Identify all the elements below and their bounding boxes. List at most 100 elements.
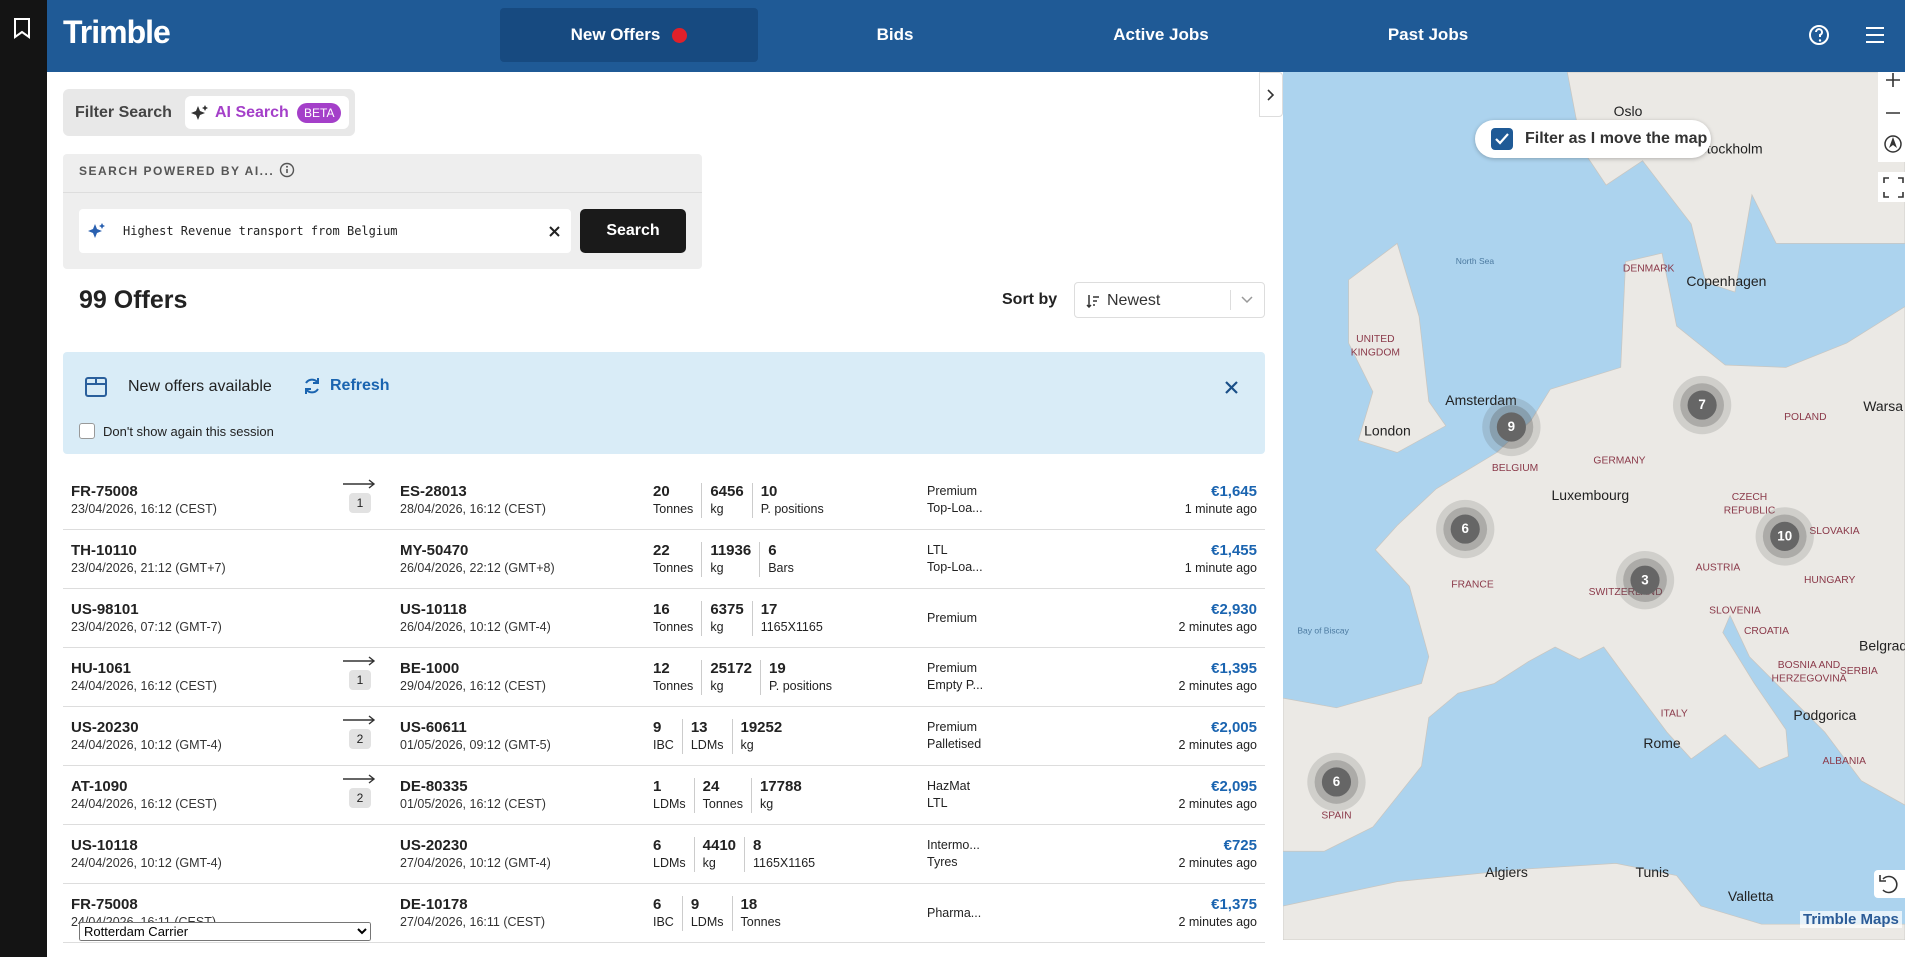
offer-row[interactable]: FR-75008 23/04/2026, 16:12 (CEST) 1 ES-2801… [63, 471, 1265, 530]
cluster [1496, 412, 1526, 442]
price: €1,645 [1211, 483, 1257, 500]
measure-value: 17 [760, 601, 778, 618]
posted-time: 2 minutes ago [1178, 797, 1257, 811]
map-label: Valletta [1728, 888, 1774, 904]
dest-date: 26/04/2026, 22:12 (GMT+8) [400, 561, 555, 575]
dest-date: 27/04/2026, 10:12 (GMT-4) [400, 856, 551, 870]
refresh-link[interactable]: Refresh [302, 376, 390, 396]
search-button[interactable]: Search [580, 209, 686, 253]
nav-tab[interactable]: Past Jobs [1387, 25, 1469, 44]
nav-label: New Offers [570, 25, 661, 44]
dest-date: 28/04/2026, 16:12 (CEST) [400, 502, 546, 516]
origin-id: TH-10110 [71, 542, 137, 559]
sort-dropdown[interactable]: Newest [1074, 282, 1265, 318]
cluster-count: 3 [1641, 572, 1648, 587]
measure-value: 13 [690, 719, 708, 736]
tab-label: AI Search [215, 104, 289, 121]
map-label: SWITZERLAND [1589, 587, 1663, 598]
offer-row[interactable]: TH-10110 23/04/2026, 21:12 (GMT+7) MY-5047… [63, 530, 1265, 589]
checkbox-checked [1491, 128, 1513, 150]
collapse-tab[interactable] [1259, 72, 1283, 117]
banner-text: New offers available [128, 378, 272, 395]
map-label: Belgrad [1859, 638, 1905, 654]
query-text: Highest Revenue transport from Belgium [123, 224, 398, 238]
measure-value: 9 [690, 896, 700, 913]
clear-icon[interactable] [549, 226, 560, 237]
beta-badge: BETA [297, 103, 342, 123]
map-label: Podgorica [1793, 707, 1856, 723]
price: €1,375 [1211, 896, 1257, 913]
stops: 2 [343, 715, 377, 755]
measure-value: 10 [760, 483, 778, 500]
sort-label: Sort by [1002, 291, 1058, 308]
tab[interactable]: Filter Search [75, 104, 172, 121]
measures: 1 LDMs 24 Tonnes 17788 kg [653, 778, 810, 813]
nav-tab[interactable]: Active Jobs [1113, 25, 1209, 44]
dest-id: US-20230 [400, 837, 468, 854]
measure-unit: IBC [653, 915, 674, 929]
measure-unit: IBC [653, 738, 674, 752]
origin-date: 23/04/2026, 07:12 (GMT-7) [71, 620, 222, 634]
bookmark-icon[interactable] [13, 17, 31, 39]
tag: Premium [927, 720, 978, 734]
help-icon[interactable] [1808, 24, 1830, 46]
measure: 13 LDMs [681, 719, 732, 754]
measure: 17 1165X1165 [751, 601, 831, 636]
map-label: Rome [1643, 735, 1680, 751]
map-label: GERMANY [1593, 456, 1645, 467]
origin-id: AT-1090 [71, 778, 128, 795]
posted-time: 2 minutes ago [1178, 679, 1257, 693]
measure-value: 6 [653, 896, 662, 913]
offer-row[interactable]: HU-1061 24/04/2026, 16:12 (CEST) 1 BE-1000 2… [63, 648, 1265, 707]
dest-id: DE-80335 [400, 778, 468, 795]
posted-time: 1 minute ago [1184, 561, 1257, 575]
measures: 9 IBC 13 LDMs 19252 kg [653, 719, 790, 754]
offer-row[interactable]: AT-1090 24/04/2026, 16:12 (CEST) 2 DE-80335… [63, 766, 1265, 825]
map-label: Luxembourg [1552, 487, 1630, 503]
divider [63, 192, 702, 193]
tab-active[interactable]: AI Search BETA [185, 96, 349, 129]
map-label: Stockholm [1697, 140, 1762, 156]
info-icon[interactable] [279, 162, 295, 178]
map-label: SLOVENIA [1709, 605, 1761, 616]
measure: 16 Tonnes [653, 601, 701, 636]
posted-time: 2 minutes ago [1178, 620, 1257, 634]
tag: Intermo... [927, 838, 980, 852]
zoom-icons[interactable] [1878, 72, 1905, 162]
close-icon[interactable] [1225, 381, 1238, 394]
logo[interactable]: Trimble [63, 14, 171, 50]
reset-button[interactable] [1874, 870, 1905, 898]
price-block: €2,930 2 minutes ago [1178, 601, 1257, 636]
nav-tab[interactable]: Bids [876, 25, 914, 44]
posted-time: 1 minute ago [1184, 502, 1257, 516]
price: €1,395 [1211, 660, 1257, 677]
measure-unit: Tonnes [653, 502, 694, 516]
measure-unit: kg [702, 856, 716, 870]
refresh-icon [305, 378, 319, 394]
fullscreen-button[interactable] [1878, 172, 1905, 202]
dest-date: 27/04/2026, 16:11 (CEST) [400, 915, 545, 929]
tag: HazMat [927, 779, 971, 793]
origin-date: 23/04/2026, 21:12 (GMT+7) [71, 561, 226, 575]
tag: Palletised [927, 737, 982, 751]
measure-value: 8 [753, 837, 762, 854]
filter-toggle[interactable]: Filter as I move the map [1475, 120, 1711, 158]
measures: 22 Tonnes 11936 kg 6 Bars [653, 542, 802, 577]
price: €2,005 [1211, 719, 1257, 736]
cluster [1770, 521, 1800, 551]
map-label: ITALY [1661, 709, 1688, 720]
measure-value: 20 [653, 483, 670, 500]
offer-row[interactable]: US-20230 24/04/2026, 10:12 (GMT-4) 2 US-606… [63, 707, 1265, 766]
carrier-select[interactable]: Rotterdam Carrier [79, 922, 371, 941]
checkbox[interactable] [79, 423, 95, 439]
map-label: Bay of Biscay [1297, 625, 1349, 635]
map[interactable]: Oslo Stockholm North Sea DENMARK Copenhagen U… [1283, 72, 1905, 940]
measure-value: 4410 [702, 837, 737, 854]
search-input[interactable]: Highest Revenue transport from Belgium [79, 209, 571, 253]
nav-tab[interactable]: New Offers [500, 8, 758, 62]
offer-row[interactable]: US-10118 24/04/2026, 10:12 (GMT-4) US-2023… [63, 825, 1265, 884]
offer-row[interactable]: US-98101 23/04/2026, 07:12 (GMT-7) US-1011… [63, 589, 1265, 648]
tag: Tyres [927, 855, 958, 869]
menu-icon[interactable] [1865, 26, 1885, 44]
dest-id: ES-28013 [400, 483, 467, 500]
